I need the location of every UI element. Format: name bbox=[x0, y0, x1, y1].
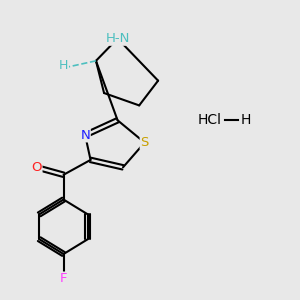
Text: HCl: HCl bbox=[197, 113, 221, 127]
Text: H: H bbox=[59, 59, 68, 72]
Text: N: N bbox=[80, 129, 90, 142]
Text: H-N: H-N bbox=[105, 32, 130, 45]
Text: O: O bbox=[31, 161, 42, 174]
Text: S: S bbox=[140, 136, 149, 149]
Text: F: F bbox=[60, 272, 67, 285]
Text: H: H bbox=[241, 113, 251, 127]
